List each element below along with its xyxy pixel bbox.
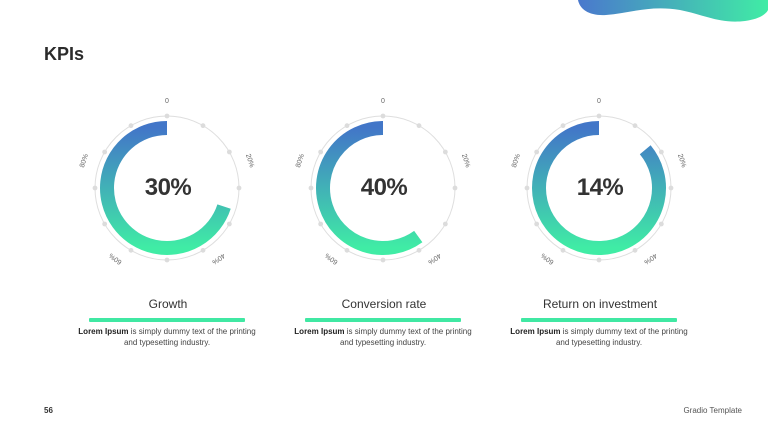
gauge-tick-dot xyxy=(318,149,324,155)
page-title: KPIs xyxy=(44,44,85,64)
desc-text: is simply dummy text of the printing and… xyxy=(123,327,256,347)
gauge-tick-dot xyxy=(658,149,664,155)
gauge-tick-dot xyxy=(452,185,458,191)
gauge-tick-dot xyxy=(226,221,232,227)
gauge-tick-dot xyxy=(416,123,422,129)
gauge-tick-dot xyxy=(632,123,638,129)
gauge-tick-dot xyxy=(200,123,206,129)
progress-ring-return-on-investment xyxy=(524,113,674,263)
gauge-tick-dot xyxy=(226,149,232,155)
gauge-tick-dot xyxy=(442,149,448,155)
desc-text: is simply dummy text of the printing and… xyxy=(339,327,472,347)
kpi-description: Lorem Ipsum is simply dummy text of the … xyxy=(78,326,256,348)
gauge-tick-dot xyxy=(596,257,602,263)
gauge-tick-dot xyxy=(344,123,350,129)
kpi-label: Return on investment xyxy=(542,297,658,311)
gauge-tick-label: 0 xyxy=(597,98,601,105)
progress-ring-conversion-rate xyxy=(308,113,458,263)
gauge-tick-label: 0 xyxy=(165,98,169,105)
gauge-tick-dot xyxy=(128,247,134,253)
kpi-value: 30% xyxy=(144,174,192,201)
gauge-tick-dot xyxy=(380,113,386,119)
gauge-tick-dot xyxy=(318,221,324,227)
gauge-tick-dot xyxy=(164,257,170,263)
gauge-tick-dot xyxy=(524,185,530,191)
kpi-description: Lorem Ipsum is simply dummy text of the … xyxy=(510,326,688,348)
gauge-tick-dot xyxy=(560,123,566,129)
gauge-tick-dot xyxy=(344,247,350,253)
progress-arc xyxy=(100,121,231,255)
gauge-tick-dot xyxy=(560,247,566,253)
gauge-tick-dot xyxy=(534,221,540,227)
gauge-tick-dot xyxy=(442,221,448,227)
kpi-accent-bar xyxy=(305,318,461,322)
gauge-tick-dot xyxy=(92,185,98,191)
desc-bold: Lorem Ipsum xyxy=(510,327,561,336)
gauge-tick-dot xyxy=(632,247,638,253)
kpi-accent-bar xyxy=(521,318,677,322)
gauge-tick-label: 0 xyxy=(381,98,385,105)
desc-bold: Lorem Ipsum xyxy=(78,327,129,336)
kpi-accent-bar xyxy=(89,318,245,322)
desc-bold: Lorem Ipsum xyxy=(294,327,345,336)
progress-arc xyxy=(532,121,666,255)
gauge-tick-dot xyxy=(668,185,674,191)
gauge-tick-dot xyxy=(102,149,108,155)
kpi-value: 40% xyxy=(360,174,408,201)
progress-arc xyxy=(316,121,423,255)
kpi-label: Conversion rate xyxy=(341,297,427,311)
gauge-tick-dot xyxy=(164,113,170,119)
gauge-tick-dot xyxy=(308,185,314,191)
gauge-tick-dot xyxy=(200,247,206,253)
gauge-tick-dot xyxy=(416,247,422,253)
progress-ring-growth xyxy=(92,113,242,263)
page-number: 56 xyxy=(44,406,53,415)
kpi-description: Lorem Ipsum is simply dummy text of the … xyxy=(294,326,472,348)
desc-text: is simply dummy text of the printing and… xyxy=(555,327,688,347)
gauge-tick-dot xyxy=(380,257,386,263)
kpi-label: Growth xyxy=(148,297,188,311)
kpi-value: 14% xyxy=(576,174,624,201)
gauge-tick-dot xyxy=(128,123,134,129)
gauge-tick-dot xyxy=(236,185,242,191)
brand-label: Gradio Template xyxy=(683,406,742,415)
gauge-tick-dot xyxy=(102,221,108,227)
gauge-tick-dot xyxy=(534,149,540,155)
gauge-tick-dot xyxy=(658,221,664,227)
gauge-tick-dot xyxy=(596,113,602,119)
